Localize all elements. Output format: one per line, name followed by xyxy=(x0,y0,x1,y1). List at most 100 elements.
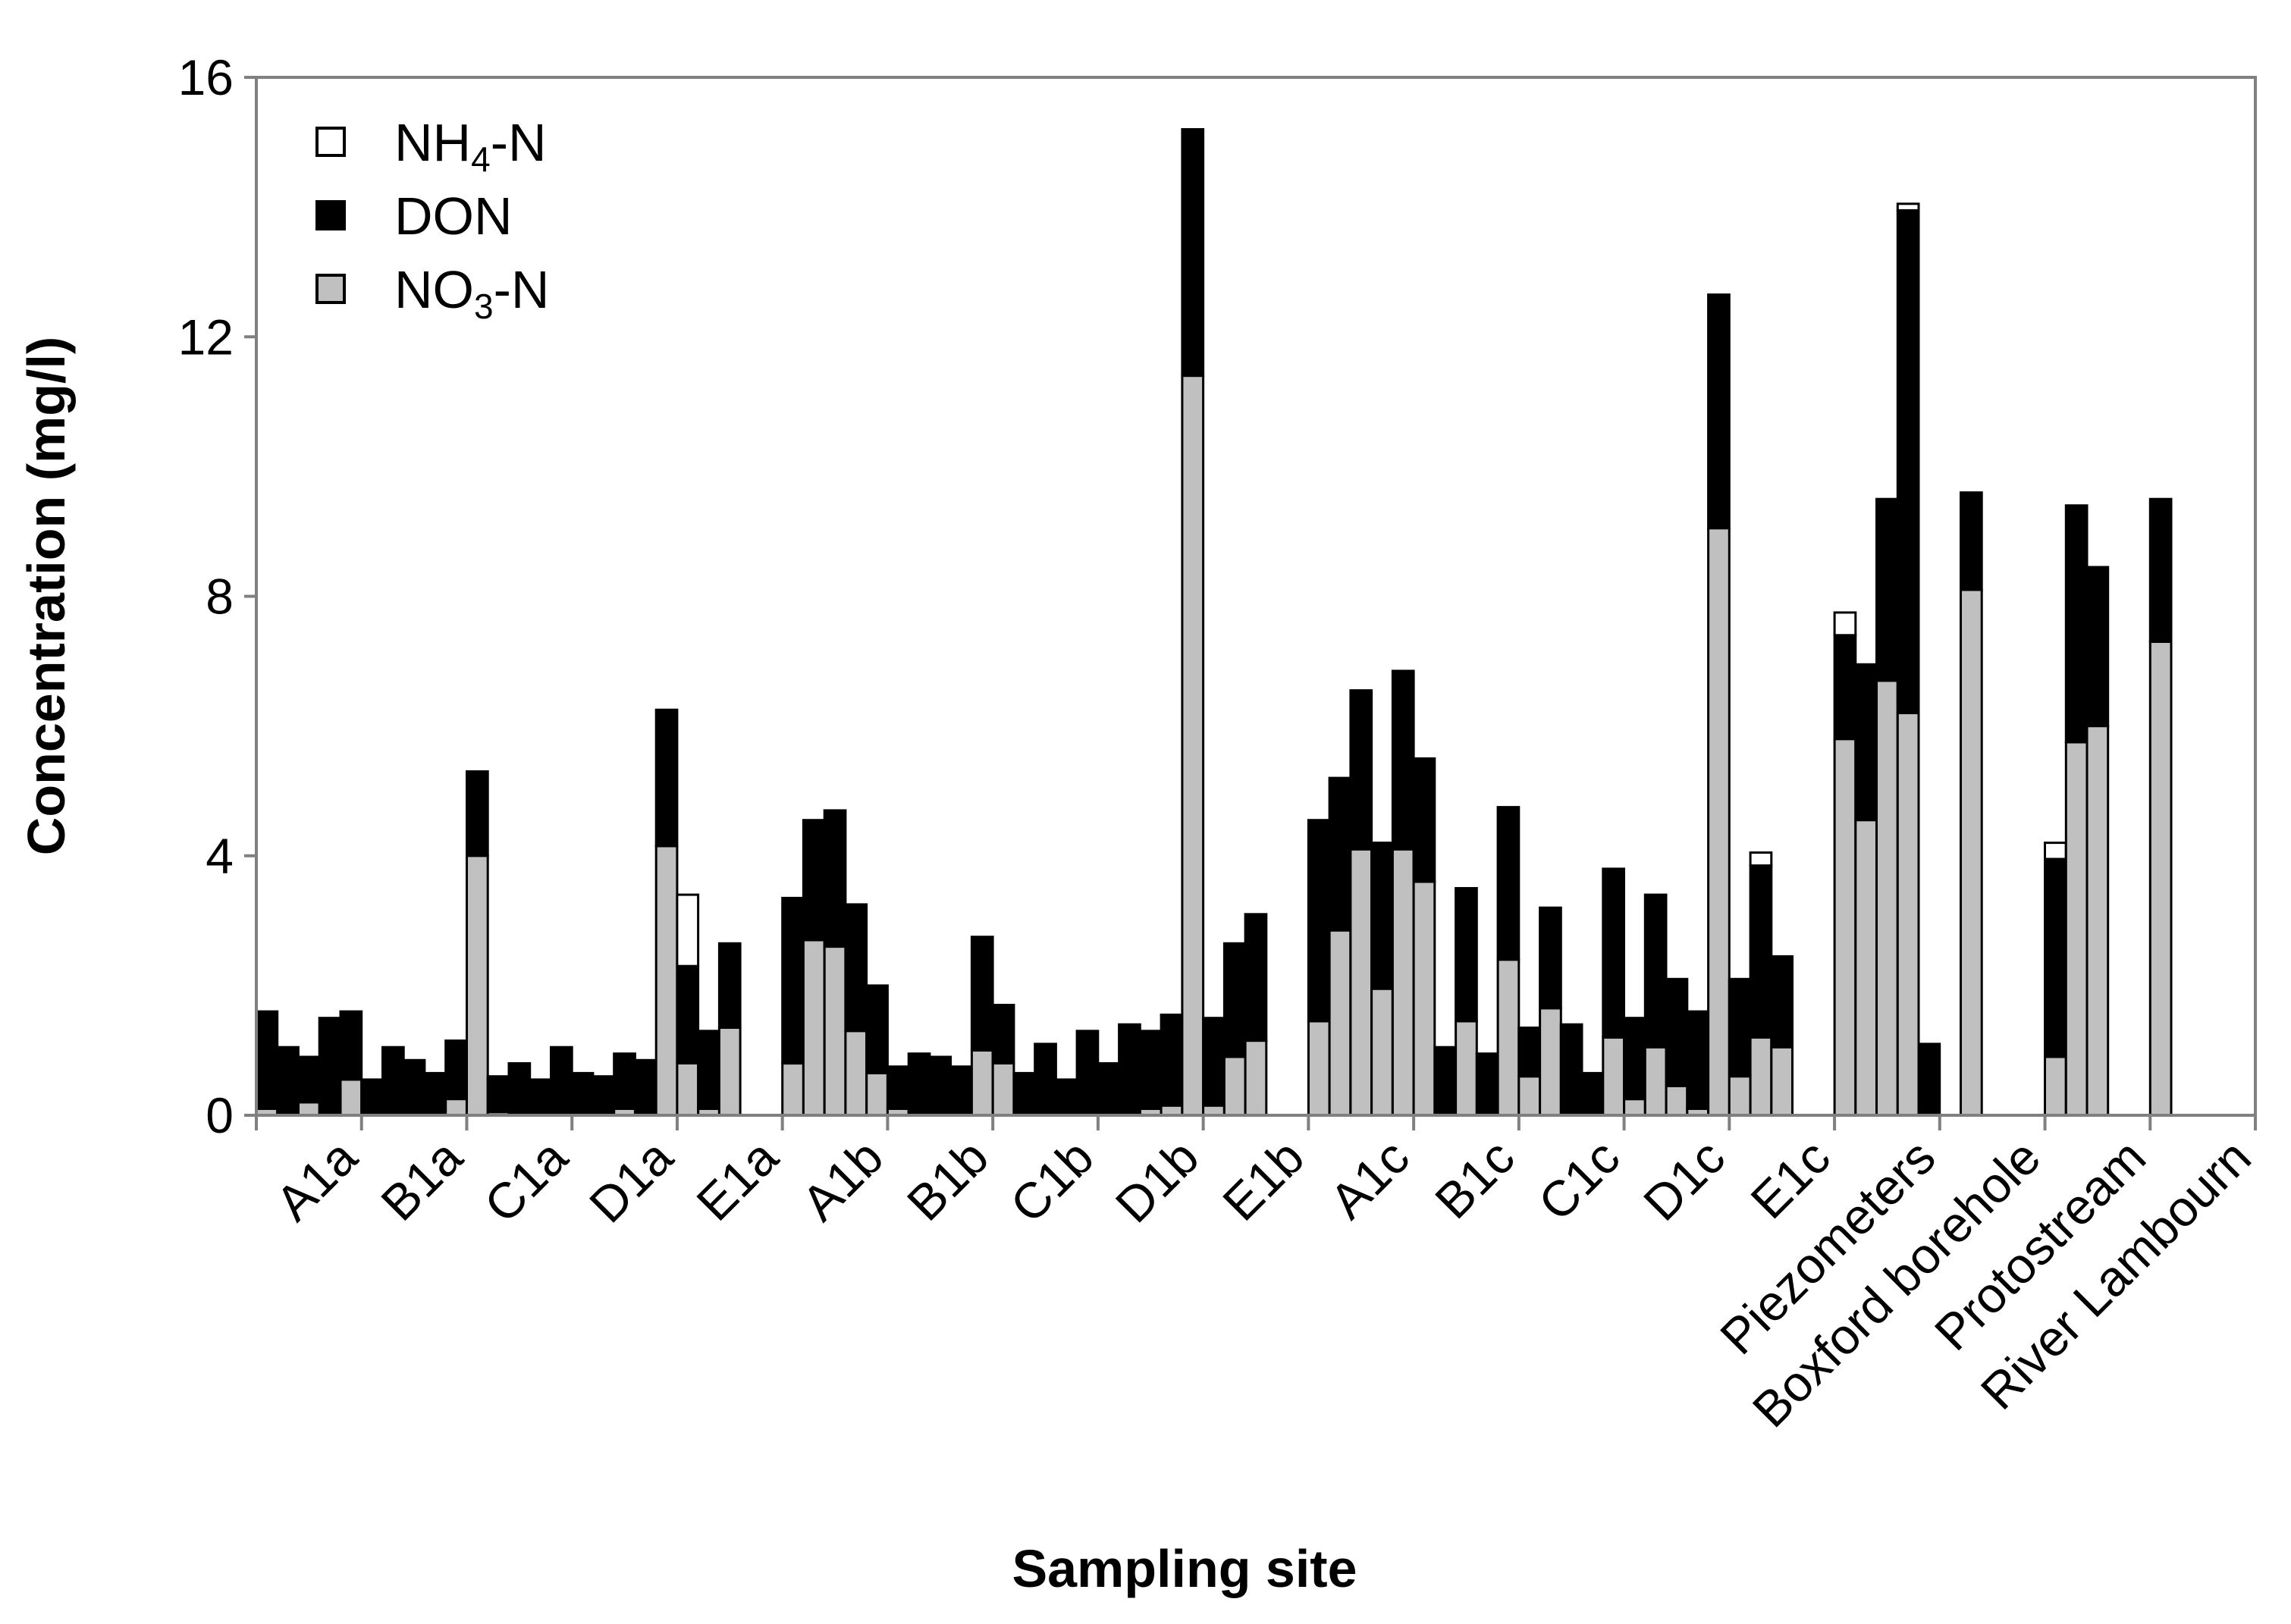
bar-segment-don xyxy=(1118,1023,1141,1117)
x-tick-label: A1a xyxy=(265,1128,368,1231)
bar-segment-no3 xyxy=(1222,1055,1247,1117)
bar-segment-no3 xyxy=(1875,679,1899,1117)
bar-segment-no3 xyxy=(1496,958,1521,1117)
x-tick-label: B1b xyxy=(896,1129,999,1231)
bar-segment-don xyxy=(1181,128,1205,378)
bar-segment-no3 xyxy=(2044,1055,2067,1117)
bar-segment-don xyxy=(802,819,826,942)
bar-segment-no3 xyxy=(2064,741,2089,1117)
bar-segment-don xyxy=(1455,887,1478,1023)
bar-segment-don xyxy=(928,1055,952,1117)
bar-segment-no3 xyxy=(1728,1075,1752,1117)
bar-segment-don xyxy=(1539,906,1562,1010)
bar-segment-no3 xyxy=(1539,1007,1562,1117)
bar-segment-don xyxy=(1370,842,1394,990)
x-tick-label: C1b xyxy=(1000,1129,1104,1234)
bar-segment-don xyxy=(2044,857,2067,1058)
legend-label: NH4-N xyxy=(394,113,547,179)
bar-segment-don xyxy=(402,1058,426,1117)
bar-segment-don xyxy=(1034,1042,1057,1117)
legend-label: DON xyxy=(394,187,513,246)
bar-segment-don xyxy=(1833,634,1857,741)
bar-segment-don xyxy=(1749,864,1773,1039)
bar-segment-don xyxy=(2064,504,2089,744)
bar-segment-no3 xyxy=(1455,1020,1478,1117)
legend-item-don: DON xyxy=(315,187,513,246)
bar-segment-no3 xyxy=(1517,1075,1542,1117)
bar-segment-don xyxy=(970,936,994,1052)
bar-segment-don xyxy=(276,1046,300,1117)
bar-segment-don xyxy=(1517,1027,1542,1078)
bar-segment-don xyxy=(1960,491,1983,591)
y-tick-label: 16 xyxy=(178,49,234,105)
bar-segment-no3 xyxy=(1244,1039,1268,1117)
bar-segment-don xyxy=(1307,819,1331,1023)
x-tick-label: A1b xyxy=(791,1129,893,1231)
bar-segment-no3 xyxy=(1181,375,1205,1117)
x-tick-label: E1a xyxy=(686,1128,789,1231)
bar-segment-don xyxy=(1412,757,1436,883)
y-tick-label: 8 xyxy=(206,569,234,625)
bar-segment-don xyxy=(1160,1013,1184,1107)
bar-segment-no3 xyxy=(1370,987,1394,1117)
bar-segment-no3 xyxy=(676,1062,700,1117)
bar-segment-don xyxy=(1097,1062,1121,1117)
legend: NH4-N DON NO3-N xyxy=(315,113,549,326)
legend-swatch xyxy=(315,200,346,230)
bar-segment-don xyxy=(991,1004,1015,1064)
bar-segment-no3 xyxy=(781,1062,805,1117)
bar-segment-no3 xyxy=(717,1027,742,1117)
bar-segment-nh4 xyxy=(2044,842,2067,861)
bar-segment-don xyxy=(507,1062,532,1117)
bar-segment-don xyxy=(676,964,700,1064)
bar-segment-no3 xyxy=(1707,527,1731,1117)
x-tick-label: B1c xyxy=(1424,1129,1525,1230)
bar-segment-don xyxy=(697,1030,720,1111)
bar-segment-nh4 xyxy=(1896,202,1920,212)
bar-segment-don xyxy=(1854,663,1878,822)
bar-segment-don xyxy=(886,1065,910,1110)
legend-item-no3-n: NO3-N xyxy=(315,260,549,326)
bar-segment-no3 xyxy=(1328,929,1352,1117)
bar-segment-don xyxy=(1623,1017,1646,1101)
legend-item-nh4-n: NH4-N xyxy=(315,113,547,179)
bar-segment-no3 xyxy=(1749,1036,1773,1117)
x-tick-label: D1c xyxy=(1633,1129,1735,1231)
bar-segment-don xyxy=(781,896,805,1065)
bar-segment-don xyxy=(1391,669,1415,851)
bar-segment-don xyxy=(1896,208,1920,714)
legend-label: NO3-N xyxy=(394,260,549,326)
bar-segment-don xyxy=(1875,497,1899,682)
bar-segment-nh4 xyxy=(1833,611,1857,637)
x-tick-label: A1c xyxy=(1319,1129,1420,1230)
bar-segment-no3 xyxy=(1349,848,1373,1117)
bar-segment-don xyxy=(529,1078,552,1117)
x-tick-label: D1a xyxy=(579,1128,683,1233)
x-axis-title: Sampling site xyxy=(1012,1539,1357,1598)
bar-segment-nh4 xyxy=(1749,851,1773,867)
bar-segment-don xyxy=(1244,913,1268,1042)
bar-segment-don xyxy=(1054,1078,1078,1117)
bar-segment-no3 xyxy=(2148,640,2173,1117)
bar-segment-don xyxy=(717,942,742,1030)
x-tick-label: C1a xyxy=(473,1128,578,1233)
bar-segment-don xyxy=(1328,776,1352,932)
bar-segment-no3 xyxy=(444,1098,468,1117)
bar-segment-don xyxy=(1770,955,1794,1049)
bar-segment-don xyxy=(1917,1042,1941,1117)
x-tick-label: B1a xyxy=(370,1128,473,1231)
bar-segment-no3 xyxy=(1896,712,1920,1117)
bar-segment-don xyxy=(654,708,679,848)
bar-segment-no3 xyxy=(297,1101,321,1117)
bar-segment-don xyxy=(592,1075,616,1117)
bar-segment-don xyxy=(613,1052,636,1110)
legend-swatch xyxy=(315,274,346,304)
bar-segment-don xyxy=(1433,1046,1458,1117)
bar-segment-don xyxy=(1728,977,1752,1078)
bar-segment-don xyxy=(1496,806,1521,961)
x-axis: A1a B1a C1a D1a E1a A1b B1b C1b D1b E1b A1c B1c C1c D… xyxy=(255,1115,2261,1437)
bar-segment-don xyxy=(381,1046,405,1117)
bar-segment-no3 xyxy=(823,945,847,1117)
bar-segment-no3 xyxy=(1770,1046,1794,1117)
bar-segment-no3 xyxy=(844,1030,868,1117)
